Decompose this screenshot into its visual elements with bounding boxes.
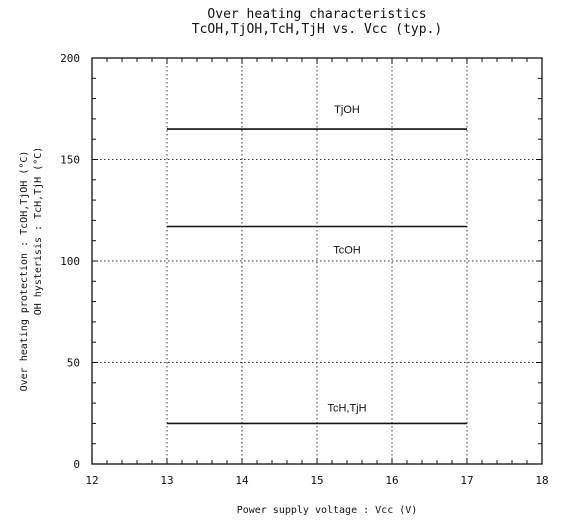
y-axis-label-secondary: OH hysterisis : TcH,TjH (°C) (33, 147, 44, 316)
plot-area-frame (91, 57, 543, 465)
y-tick-label: 200 (60, 52, 80, 65)
series-label-0: TjOH (334, 104, 360, 116)
x-tick-label: 16 (385, 474, 398, 487)
y-tick-labels: 0 50 100 150 200 (60, 52, 80, 471)
y-tick-label: 0 (73, 458, 80, 471)
chart-subtitle: TcOH,TjOH,TcH,TjH vs. Vcc (typ.) (191, 22, 443, 37)
series-labels: TjOH TcOH TcH,TjH (327, 104, 366, 414)
x-tick-label: 14 (235, 474, 249, 487)
y-tick-label: 100 (60, 255, 80, 268)
y-tick-label: 150 (60, 154, 80, 167)
x-tick-label: 17 (460, 474, 473, 487)
grid-lines (92, 58, 542, 464)
x-tick-label: 18 (535, 474, 548, 487)
x-tick-labels: 12 13 14 15 16 17 18 (85, 474, 548, 487)
y-tick-label: 50 (67, 357, 80, 370)
x-tick-label: 12 (85, 474, 98, 487)
x-tick-label: 15 (310, 474, 323, 487)
chart-title: Over heating characteristics (207, 7, 427, 22)
series-lines (167, 128, 467, 425)
series-label-1: TcOH (333, 244, 361, 256)
y-axis-label: Over heating protection : TcOH,TjOH (°C) (19, 151, 30, 392)
x-tick-label: 13 (160, 474, 173, 487)
series-label-2: TcH,TjH (327, 402, 366, 414)
x-axis-label: Power supply voltage : Vcc (V) (237, 505, 418, 516)
